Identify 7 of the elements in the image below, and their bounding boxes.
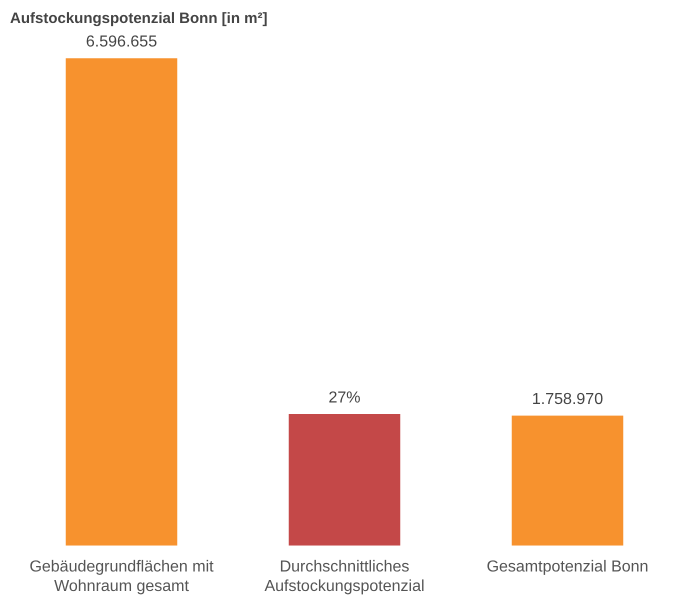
chart-title: Aufstockungspotenzial Bonn [in m²] xyxy=(10,10,268,28)
x-tick-label: Gesamtpotenzial Bonn xyxy=(486,558,648,576)
x-tick-label: Durchschnittliches Aufstockungspotenzial xyxy=(264,558,425,595)
x-tick-label: Gebäudegrundflächen mit Wohnraum gesamt xyxy=(29,558,214,595)
data-label: 1.758.970 xyxy=(532,391,604,408)
data-label: 27% xyxy=(328,389,361,406)
data-label: 6.596.655 xyxy=(86,34,158,51)
